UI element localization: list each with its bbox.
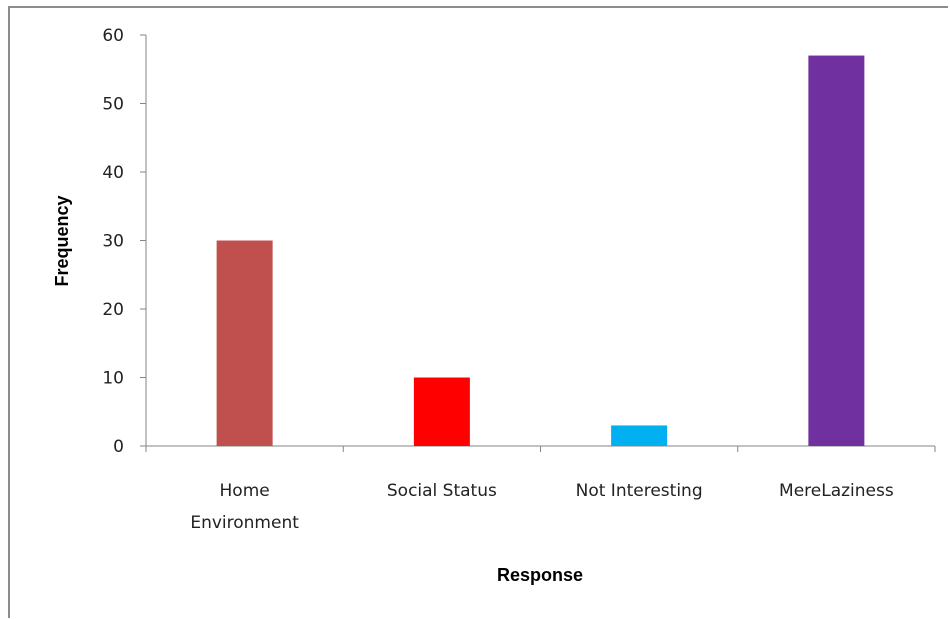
bar	[216, 240, 273, 446]
y-tick-label: 60	[102, 26, 124, 46]
y-tick-label: 10	[102, 369, 124, 389]
x-category-label: Home Environment	[190, 481, 299, 533]
y-axis: 0 10 20 30 40 50 60	[102, 26, 147, 457]
y-tick-label: 20	[102, 300, 124, 320]
x-category-label: Social Status	[387, 481, 497, 501]
bar	[808, 55, 865, 447]
chart-frame	[8, 6, 948, 618]
bars	[216, 55, 865, 447]
y-tick-label: 30	[102, 232, 124, 252]
bar	[413, 377, 470, 446]
y-tick-label: 40	[102, 163, 124, 183]
x-axis-title: Response	[497, 565, 583, 585]
bar	[611, 425, 668, 446]
x-category-label: MereLaziness	[779, 481, 894, 501]
y-axis-title: Frequency	[52, 195, 72, 286]
x-category-label: Not Interesting	[576, 481, 703, 501]
y-tick-label: 0	[113, 437, 124, 457]
y-tick-label: 50	[102, 95, 124, 115]
x-axis: Home Environment Social Status Not Interest…	[145, 445, 936, 533]
